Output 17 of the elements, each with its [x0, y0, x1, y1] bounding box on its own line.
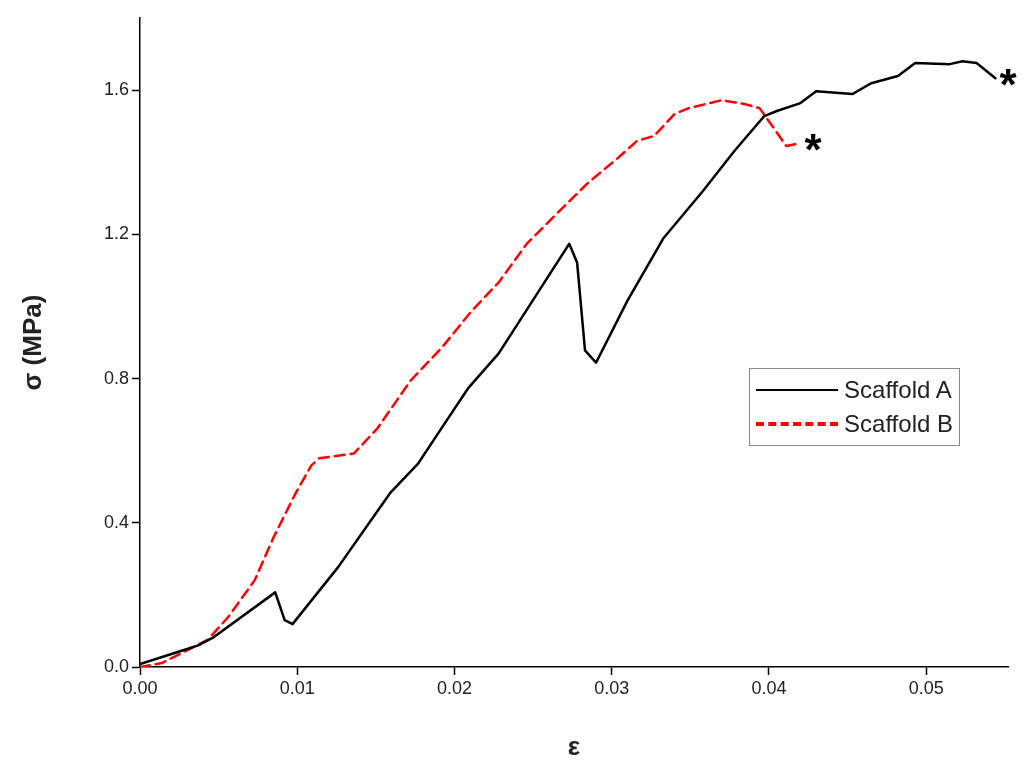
x-tick-label: 0.01	[279, 677, 315, 698]
x-tick-label: 0.05	[908, 677, 944, 698]
y-axis-title: σ (MPa)	[16, 294, 47, 391]
x-tick-label: 0.03	[594, 677, 630, 698]
annotation: *	[999, 60, 1018, 110]
y-tick-label: 1.6	[103, 79, 129, 100]
x-tick-label: 0.02	[436, 677, 473, 698]
x-axis-title: ε	[567, 730, 581, 761]
x-tick-label: 0.00	[122, 677, 158, 698]
y-tick-label: 0.0	[103, 655, 129, 676]
legend-label: Scaffold B	[844, 410, 953, 438]
y-tick-label: 0.8	[103, 367, 129, 388]
x-tick-label: 0.04	[751, 677, 787, 698]
annotation: *	[804, 125, 823, 175]
y-tick-label: 0.4	[103, 511, 129, 532]
y-tick-label: 1.2	[103, 223, 129, 244]
legend-label: Scaffold A	[844, 376, 952, 404]
